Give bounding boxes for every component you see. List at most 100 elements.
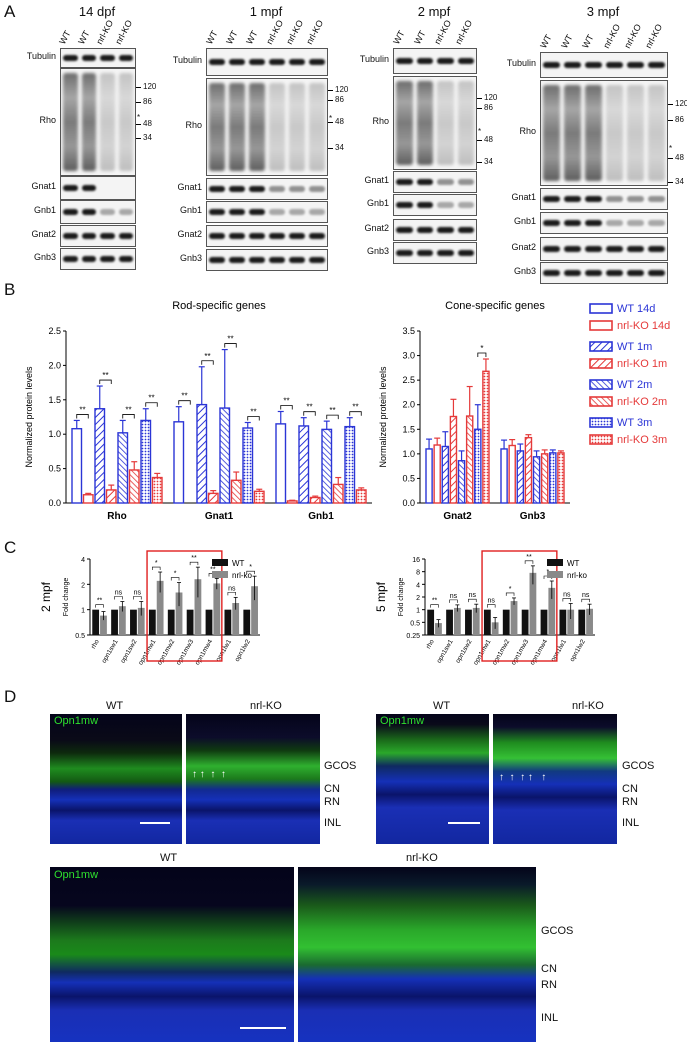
bar-ko (137, 607, 145, 635)
p2mpf-row-label: Gnb3 (366, 246, 389, 256)
bar (140, 419, 152, 504)
protein-band (289, 186, 305, 192)
micrograph-tl-wt: Opn1mw (50, 714, 182, 844)
protein-band (606, 220, 623, 226)
protein-smear (100, 73, 115, 171)
protein-smear (289, 83, 305, 171)
significance-label: * (509, 586, 512, 593)
legend-swatch (589, 303, 613, 314)
layer-rn: RN (541, 979, 557, 991)
legend-swatch (589, 358, 613, 369)
p1mpf-lane-label: nrl-KO (284, 18, 306, 46)
protein-band (81, 55, 96, 61)
micro-b-wt-label: WT (160, 852, 178, 864)
bar-wt (540, 609, 548, 635)
panel-letter-b: B (4, 280, 16, 299)
protein-band (648, 196, 665, 202)
protein-band (309, 233, 325, 239)
p3mpf-row-label: Gnat2 (511, 242, 536, 252)
legend-label: nrl-ko (567, 571, 588, 580)
y-tick-label: 1 (416, 608, 420, 615)
p3mpf-mw-label: 86 (675, 115, 684, 124)
protein-band (396, 58, 413, 64)
p14dpf-lane-label: WT (76, 28, 92, 46)
mw-tick (328, 100, 333, 101)
y-tick-label: 2.0 (48, 360, 61, 370)
protein-band (627, 270, 644, 276)
p14dpf-mw-label: 86 (143, 97, 152, 106)
x-tick-label: rho (90, 638, 101, 650)
p1mpf-mw-label: 86 (335, 95, 344, 104)
p3mpf-blot-gnb1 (540, 212, 668, 234)
p2mpf-mw-label: 48 (484, 135, 493, 144)
x-tick-label: opn1mw3 (175, 638, 195, 666)
bar-ko (251, 586, 258, 635)
legend-swatch (589, 320, 613, 331)
x-tick-label: Rho (107, 511, 126, 522)
layer-cn: CN (324, 783, 340, 795)
significance-bracket (201, 360, 214, 365)
bar-ko (567, 609, 575, 635)
legend-swatch (589, 434, 613, 445)
legend-label: nrl-KO 14d (617, 320, 670, 332)
protein-smear (269, 83, 285, 171)
panel-b-legend: WT 14d nrl-KO 14d WT 1m nrl-KO 1m WT 2m nrl-K… (589, 303, 670, 446)
significance-bracket (189, 561, 199, 566)
p14dpf-blot-tubulin (60, 48, 136, 68)
y-tick-label: 0.0 (48, 498, 61, 508)
p14dpf-title: 14 dpf (78, 4, 116, 19)
micro-tl-wt-label: WT (106, 700, 124, 712)
micro-tl-marker: Opn1mw (54, 715, 99, 727)
significance-label: ** (329, 406, 335, 415)
bar (82, 494, 94, 504)
p14dpf-row-label: Gnat1 (31, 181, 56, 191)
protein-band (309, 59, 325, 65)
p14dpf-row-label: Gnb1 (33, 205, 56, 215)
protein-band (457, 58, 474, 64)
p14dpf-row-label: Gnb3 (33, 252, 56, 262)
bar (321, 428, 333, 504)
protein-band (543, 270, 560, 276)
significance-bracket (303, 411, 316, 416)
bar-wt (186, 609, 194, 635)
p1mpf-star: * (329, 114, 333, 123)
p14dpf-star: * (137, 113, 141, 122)
significance-label: ns (563, 592, 571, 599)
chart-title: 2 mpf (39, 581, 53, 612)
layer-cn: CN (541, 963, 557, 975)
protein-band (543, 196, 560, 202)
p2mpf-mw-label: 34 (484, 157, 493, 166)
protein-band (396, 179, 413, 185)
p1mpf-blot-gnb1 (206, 201, 328, 223)
significance-bracket (114, 596, 123, 600)
p1mpf-row-label: Gnat1 (177, 182, 202, 192)
p2mpf-blot-gnat1 (393, 171, 477, 193)
bar (344, 425, 356, 504)
y-tick-label: 0.5 (402, 473, 415, 483)
bar (457, 460, 466, 504)
rod-specific-chart: Rod-specific genes 0.0 0.5 1.0 1.5 2.0 2.5 Norm… (24, 300, 372, 522)
protein-band (606, 62, 623, 68)
protein-band (437, 179, 454, 185)
p2mpf-title: 2 mpf (417, 4, 451, 19)
bar-ko (118, 606, 126, 635)
p2mpf-lane-label: nrl-KO (432, 18, 454, 46)
protein-smear (309, 83, 325, 171)
protein-band (564, 196, 581, 202)
protein-band (63, 256, 78, 262)
protein-band (309, 209, 325, 215)
bar (425, 448, 433, 504)
p3mpf-star: * (669, 144, 673, 153)
mw-tick (668, 104, 673, 105)
y-tick-label: 2.5 (48, 326, 61, 336)
significance-bracket (326, 414, 339, 420)
mw-tick (477, 108, 482, 109)
bar-wt (465, 609, 472, 635)
bar-wt (446, 609, 453, 635)
mw-tick (136, 87, 141, 88)
protein-smear (585, 85, 602, 181)
significance-label: * (480, 344, 483, 353)
micrograph-tr-ko: ↑ ↑ ↑ ↑ ↑ (493, 714, 617, 844)
y-tick-label: 0.5 (410, 620, 420, 627)
